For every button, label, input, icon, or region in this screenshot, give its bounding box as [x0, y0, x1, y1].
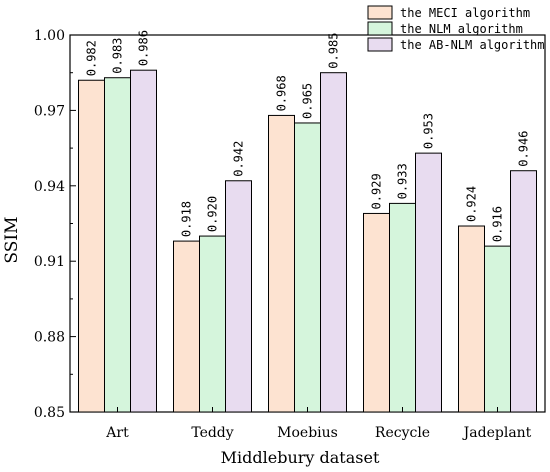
y-tick-label: 1.00: [34, 28, 65, 44]
bar: [225, 180, 252, 413]
y-tick-label: 0.94: [34, 179, 65, 195]
x-tick-label: Jadeplant: [462, 425, 532, 441]
legend-swatch: [367, 37, 393, 52]
bar: [130, 69, 157, 413]
x-tick-label: Moebius: [277, 425, 338, 441]
bar: [363, 212, 390, 413]
data-label: 0.965: [301, 83, 315, 119]
data-label: 0.968: [275, 75, 289, 111]
bar: [104, 77, 131, 413]
data-label: 0.942: [232, 141, 246, 177]
bar: [510, 170, 537, 413]
y-tick-label: 0.85: [34, 405, 65, 421]
x-tick-label: Teddy: [191, 425, 233, 441]
legend-label: the MECI algorithm: [400, 6, 530, 20]
x-axis-label: Middlebury dataset: [221, 448, 380, 467]
x-tick-label: Art: [105, 425, 129, 441]
data-label: 0.986: [137, 30, 151, 66]
data-label: 0.929: [370, 173, 384, 209]
y-axis-label: SSIM: [2, 216, 22, 263]
bar: [268, 114, 295, 413]
bar: [415, 152, 442, 413]
data-label: 0.983: [111, 38, 125, 74]
bar: [389, 202, 416, 413]
legend-swatch: [367, 21, 393, 36]
bar: [484, 245, 511, 413]
data-label: 0.918: [180, 201, 194, 237]
legend-swatch: [367, 5, 393, 20]
data-label: 0.953: [422, 113, 436, 149]
data-label: 0.920: [206, 196, 220, 232]
data-label: 0.933: [396, 163, 410, 199]
legend-label: the AB-NLM algorithm: [400, 38, 545, 52]
y-tick-label: 0.91: [34, 254, 65, 270]
bar: [199, 235, 226, 413]
bar: [78, 79, 105, 413]
data-label: 0.916: [491, 206, 505, 242]
bar: [458, 225, 485, 413]
legend-label: the NLM algorithm: [400, 22, 523, 36]
bar: [294, 122, 321, 413]
y-tick-label: 0.97: [34, 103, 65, 119]
data-label: 0.946: [517, 131, 531, 167]
data-label: 0.985: [327, 33, 341, 69]
data-label: 0.924: [465, 186, 479, 222]
y-tick-label: 0.88: [34, 330, 65, 346]
x-tick-label: Recycle: [375, 425, 430, 441]
bar: [173, 240, 200, 413]
bar: [320, 72, 347, 413]
data-label: 0.982: [85, 40, 99, 76]
